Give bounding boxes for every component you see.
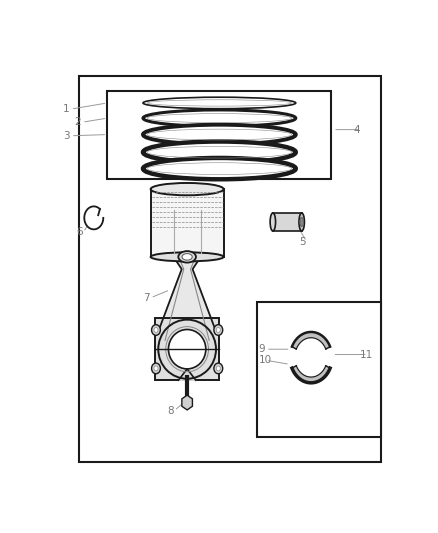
Text: 5: 5 (299, 237, 306, 247)
Circle shape (216, 327, 220, 333)
Ellipse shape (169, 329, 206, 369)
Ellipse shape (299, 213, 304, 231)
Ellipse shape (143, 158, 296, 179)
Bar (257, 302, 381, 438)
Text: 10: 10 (258, 356, 272, 365)
Text: 4: 4 (353, 125, 360, 135)
Polygon shape (151, 189, 224, 257)
Circle shape (152, 363, 160, 374)
Text: 1: 1 (63, 104, 70, 114)
Text: 6: 6 (76, 227, 82, 237)
Ellipse shape (143, 142, 296, 163)
Ellipse shape (143, 97, 296, 109)
Ellipse shape (151, 252, 224, 261)
Ellipse shape (151, 183, 224, 195)
Polygon shape (158, 257, 216, 332)
Circle shape (216, 366, 220, 371)
Ellipse shape (182, 254, 192, 260)
Polygon shape (178, 369, 196, 380)
Ellipse shape (270, 213, 276, 231)
Circle shape (152, 325, 160, 335)
Polygon shape (292, 366, 330, 383)
Text: 3: 3 (63, 131, 70, 141)
Circle shape (154, 366, 158, 371)
Ellipse shape (178, 251, 196, 263)
Text: 9: 9 (258, 344, 265, 354)
Circle shape (214, 325, 223, 335)
Circle shape (154, 327, 158, 333)
Text: 11: 11 (360, 350, 374, 360)
Circle shape (214, 363, 223, 374)
Text: 8: 8 (167, 406, 173, 416)
Bar (78, 76, 381, 462)
Bar (273, 213, 302, 231)
Bar (107, 91, 332, 179)
Polygon shape (292, 332, 330, 349)
Ellipse shape (158, 320, 216, 379)
Ellipse shape (143, 125, 296, 144)
Text: 7: 7 (143, 293, 150, 303)
Ellipse shape (143, 110, 296, 126)
Bar (155, 318, 219, 380)
Ellipse shape (300, 217, 304, 227)
Text: 2: 2 (74, 117, 81, 127)
